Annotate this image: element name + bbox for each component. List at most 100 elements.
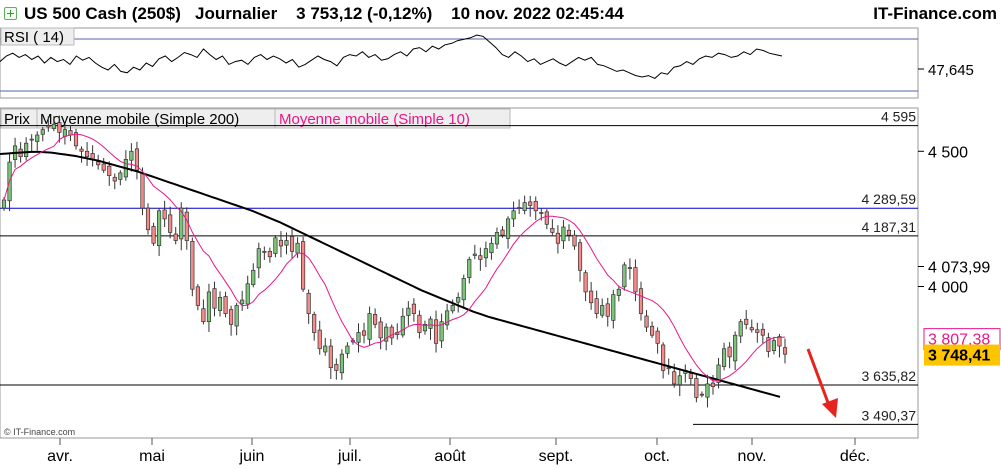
candle-body <box>605 303 610 317</box>
candle-body <box>267 251 272 258</box>
candle-body <box>755 329 760 333</box>
candle-body <box>179 207 184 240</box>
candle-body <box>328 345 333 369</box>
candle-body <box>406 307 411 316</box>
candle-body <box>107 165 112 176</box>
candle-body <box>766 337 771 352</box>
candle-body <box>644 315 649 328</box>
candle-body <box>622 264 627 288</box>
candle-body <box>73 132 79 147</box>
candle-body <box>384 326 389 342</box>
candle-body <box>317 329 322 350</box>
legend-ma10: Moyenne mobile (Simple 10) <box>279 111 470 128</box>
ma200-value-label: 4 073,99 <box>928 260 990 277</box>
level-label: 3 635,82 <box>862 368 917 384</box>
level-label: 3 490,37 <box>862 407 917 423</box>
candle-body <box>278 239 284 247</box>
candle-body <box>511 210 516 220</box>
candle-body <box>145 207 151 231</box>
candle-body <box>245 283 250 305</box>
candle-body <box>528 201 533 206</box>
ma10-line <box>3 133 786 382</box>
candle-body <box>240 299 245 305</box>
candle-body <box>373 314 378 325</box>
candle-body <box>134 148 140 171</box>
candle-body <box>688 373 693 379</box>
time-tick-label: déc. <box>840 448 870 465</box>
candle-body <box>361 330 367 336</box>
candle-body <box>356 332 361 343</box>
price-axis: 4 500 4 000 <box>918 144 968 297</box>
candle-body <box>417 314 422 333</box>
candle-body <box>727 346 732 358</box>
expand-icon[interactable] <box>4 7 17 20</box>
candle-body <box>705 383 710 398</box>
candle-body <box>517 207 522 209</box>
arrow-head <box>822 398 838 418</box>
candle-body <box>411 303 416 314</box>
candle-body <box>367 313 372 340</box>
candle-body <box>533 200 538 212</box>
legend-ma10-box <box>274 108 511 129</box>
candle-body <box>478 255 483 260</box>
arrow-shaft <box>806 348 832 409</box>
candle-body <box>760 328 765 336</box>
candle-body <box>782 347 788 355</box>
level-label: 4 595 <box>881 109 916 125</box>
candle-body <box>627 267 632 269</box>
candle-body <box>306 292 311 314</box>
candle-body <box>666 367 671 370</box>
candle-body <box>289 236 295 252</box>
rsi-line <box>0 34 783 79</box>
candle-body <box>738 321 743 337</box>
rsi-label: RSI ( 14) <box>4 29 64 46</box>
period: Journalier <box>195 4 278 23</box>
candle-body <box>29 138 34 141</box>
price-tick-label: 4 000 <box>928 280 968 297</box>
candle-body <box>162 209 167 220</box>
candle-body <box>661 344 666 371</box>
rsi-panel: RSI ( 14) 47,645 <box>0 27 974 99</box>
candle-body <box>234 305 239 327</box>
candle-body <box>24 142 29 158</box>
candle-body <box>51 123 56 129</box>
candle-body <box>694 378 699 398</box>
chart-title: US 500 Cash (250$) Journalier 3 753,12 (… <box>24 4 624 24</box>
candle-body <box>173 233 178 241</box>
candle-body <box>439 321 444 342</box>
price-panel: Prix Moyenne mobile (Simple 200) Moyenne… <box>0 107 1001 439</box>
legend-ma200: Moyenne mobile (Simple 200) <box>40 111 239 128</box>
quote: 3 753,12 (-0,12%) <box>296 4 433 23</box>
ma10-value-label: 3 807,38 <box>928 332 990 349</box>
copyright: © IT-Finance.com <box>4 427 75 437</box>
time-tick-label: oct. <box>644 448 670 465</box>
candle-body <box>456 296 461 303</box>
candle-body <box>212 288 217 309</box>
candle-body <box>46 125 51 128</box>
candle-body <box>633 267 638 293</box>
candle-body <box>566 229 572 236</box>
candle-body <box>96 161 101 166</box>
rsi-label-box <box>0 27 75 46</box>
time-tick-label: juin <box>239 448 265 465</box>
candle-body <box>206 291 212 323</box>
time-tick-label: sept. <box>539 448 574 465</box>
candle-body <box>223 296 228 314</box>
candle-body <box>505 218 511 239</box>
candle-body <box>378 321 383 339</box>
candle-body <box>710 382 716 387</box>
candle-body <box>771 340 776 351</box>
candle-body <box>555 232 560 244</box>
candle-body <box>256 248 261 269</box>
candle-body <box>85 150 90 158</box>
candle-body <box>672 371 677 385</box>
time-tick-label: nov. <box>737 448 766 465</box>
level-label: 4 187,31 <box>862 219 917 235</box>
candle-body <box>583 272 588 293</box>
candle-body <box>201 308 206 323</box>
rsi-value: 47,645 <box>928 62 974 79</box>
candle-body <box>118 172 123 180</box>
candle-body <box>428 318 433 329</box>
down-arrow <box>806 348 838 418</box>
